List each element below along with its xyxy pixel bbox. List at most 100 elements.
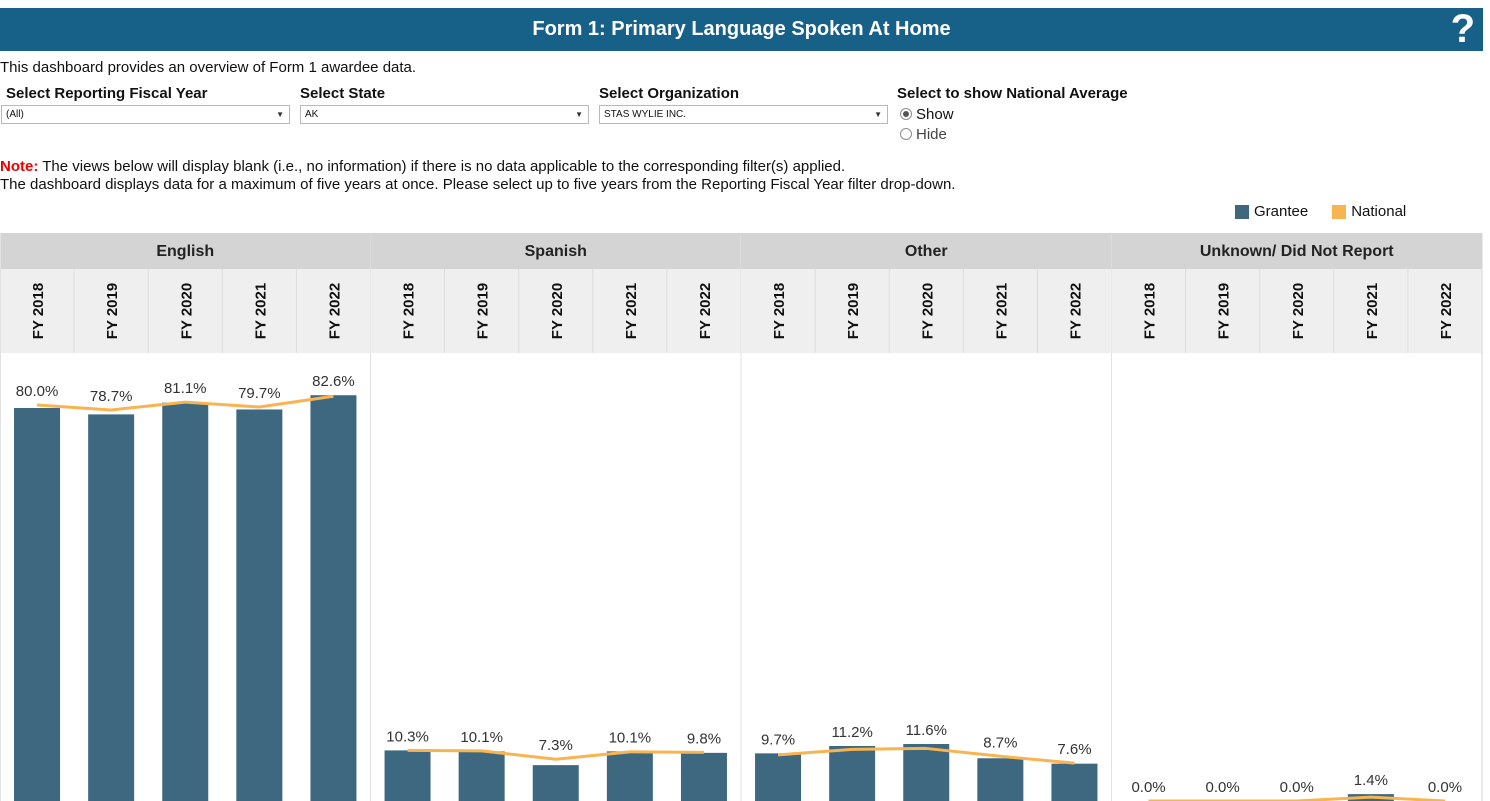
category-header-band — [370, 269, 741, 353]
data-label-other-fy-2019: 11.2% — [831, 724, 872, 741]
national-average-label: Select to show National Average — [897, 85, 1128, 102]
group-header-other — [741, 233, 1112, 269]
bar-spanish-fy-2018 — [384, 750, 431, 801]
bar-english-fy-2020 — [162, 402, 209, 801]
tick-label-spanish-fy-2021: FY 2021 — [623, 283, 640, 339]
bar-other-fy-2019 — [829, 745, 876, 801]
state-value: AK — [305, 109, 319, 120]
data-label-english-fy-2021: 79.7% — [238, 385, 281, 402]
bar-spanish-fy-2021 — [606, 751, 653, 801]
language-chart: English FY 2018 80.0% FY 2019 78.7% FY 2020 81… — [0, 233, 1483, 801]
legend-swatch-national — [1332, 204, 1347, 219]
national-average-filter: Select to show National Average Show Hid… — [891, 84, 1128, 144]
group-header-english — [0, 233, 371, 269]
tick-label-other-fy-2018: FY 2018 — [771, 283, 788, 339]
organization-label: Select Organization — [599, 85, 740, 102]
tick-label-unknown-did-not-report-fy-2018: FY 2018 — [1142, 283, 1159, 339]
data-label-spanish-fy-2019: 10.1% — [460, 729, 503, 746]
legend-item-national[interactable]: National — [1332, 203, 1406, 220]
tick-label-english-fy-2019: FY 2019 — [104, 283, 121, 339]
bar-other-fy-2018 — [755, 753, 802, 801]
tick-label-english-fy-2021: FY 2021 — [252, 283, 269, 339]
state-label: Select State — [300, 85, 386, 102]
tick-label-other-fy-2021: FY 2021 — [993, 283, 1010, 339]
data-label-english-fy-2020: 81.1% — [164, 380, 207, 397]
fiscal-year-value: (All) — [6, 109, 24, 120]
group-label-other: Other — [905, 243, 948, 260]
state-filter: Select State AK ▼ — [294, 84, 589, 124]
dashboard-description: This dashboard provides an overview of F… — [0, 59, 417, 76]
data-label-other-fy-2021: 8.7% — [983, 734, 1017, 751]
data-label-unknown-did-not-report-fy-2019: 0.0% — [1206, 779, 1240, 796]
data-label-spanish-fy-2022: 9.8% — [687, 730, 721, 747]
data-label-unknown-did-not-report-fy-2020: 0.0% — [1280, 779, 1314, 796]
tick-label-spanish-fy-2020: FY 2020 — [549, 283, 566, 339]
organization-select[interactable]: STAS WYLIE INC. ▼ — [599, 105, 888, 124]
bar-other-fy-2022 — [1051, 763, 1098, 801]
help-icon[interactable]: ? — [1450, 7, 1475, 51]
tick-label-other-fy-2019: FY 2019 — [845, 283, 862, 339]
radio-show-label: Show — [916, 105, 954, 123]
radio-selected-icon — [900, 108, 912, 120]
data-label-unknown-did-not-report-fy-2018: 0.0% — [1131, 779, 1165, 796]
national-line-other — [777, 746, 1075, 765]
tick-label-unknown-did-not-report-fy-2021: FY 2021 — [1364, 283, 1381, 339]
bar-other-fy-2021 — [977, 758, 1024, 801]
radio-show[interactable]: Show — [891, 104, 1128, 124]
fiscal-year-filter: Select Reporting Fiscal Year (All) ▼ — [0, 84, 290, 124]
data-label-other-fy-2018: 9.7% — [761, 731, 795, 748]
chevron-down-icon: ▼ — [276, 110, 284, 119]
legend-item-grantee[interactable]: Grantee — [1235, 203, 1308, 220]
bar-english-fy-2019 — [88, 414, 135, 801]
organization-value: STAS WYLIE INC. — [604, 109, 687, 120]
tick-label-spanish-fy-2022: FY 2022 — [697, 283, 714, 339]
chart-legend: Grantee National — [1235, 203, 1430, 220]
fiscal-year-select[interactable]: (All) ▼ — [1, 105, 290, 124]
radio-hide-label: Hide — [916, 125, 947, 143]
bar-spanish-fy-2022 — [680, 752, 727, 801]
national-line-unknown-did-not-report — [1148, 795, 1446, 801]
category-header-band — [1111, 269, 1482, 353]
bar-english-fy-2022 — [310, 395, 357, 801]
data-label-unknown-did-not-report-fy-2022: 0.0% — [1428, 779, 1462, 796]
tick-label-other-fy-2022: FY 2022 — [1067, 283, 1084, 339]
data-label-other-fy-2022: 7.6% — [1057, 741, 1091, 758]
data-label-spanish-fy-2020: 7.3% — [539, 737, 573, 754]
legend-swatch-grantee — [1235, 204, 1249, 219]
state-select[interactable]: AK ▼ — [300, 105, 589, 124]
tick-label-other-fy-2020: FY 2020 — [919, 283, 936, 339]
category-header-band — [0, 269, 371, 353]
group-label-english: English — [156, 243, 214, 260]
legend-label-grantee: Grantee — [1254, 203, 1309, 220]
note-line-1: The views below will display blank (i.e.… — [38, 158, 846, 175]
data-label-english-fy-2018: 80.0% — [16, 383, 59, 400]
tick-label-english-fy-2022: FY 2022 — [326, 283, 343, 339]
dashboard-header: Form 1: Primary Language Spoken At Home … — [0, 7, 1483, 51]
note-label: Note: — [0, 158, 39, 175]
data-label-other-fy-2020: 11.6% — [906, 722, 947, 739]
page-title: Form 1: Primary Language Spoken At Home — [532, 18, 951, 40]
bar-other-fy-2020 — [903, 744, 950, 801]
radio-hide[interactable]: Hide — [891, 124, 1128, 144]
national-line-spanish — [407, 748, 704, 761]
group-header-spanish — [370, 233, 741, 269]
tick-label-english-fy-2018: FY 2018 — [30, 283, 47, 339]
tick-label-spanish-fy-2018: FY 2018 — [401, 283, 418, 339]
national-line-english — [36, 394, 334, 412]
group-label-unknown-did-not-report: Unknown/ Did Not Report — [1200, 243, 1394, 260]
tick-label-unknown-did-not-report-fy-2019: FY 2019 — [1216, 283, 1233, 339]
chevron-down-icon: ▼ — [575, 110, 583, 119]
data-label-spanish-fy-2021: 10.1% — [609, 729, 652, 746]
data-label-spanish-fy-2018: 10.3% — [386, 728, 429, 745]
data-label-unknown-did-not-report-fy-2021: 1.4% — [1354, 772, 1388, 789]
bar-english-fy-2018 — [14, 408, 61, 801]
data-label-english-fy-2022: 82.6% — [312, 373, 355, 390]
note-line-2: The dashboard displays data for a maximu… — [0, 176, 956, 193]
tick-label-unknown-did-not-report-fy-2022: FY 2022 — [1438, 283, 1455, 339]
bar-spanish-fy-2020 — [532, 765, 579, 801]
tick-label-unknown-did-not-report-fy-2020: FY 2020 — [1290, 283, 1307, 339]
note-text: Note: The views below will display blank… — [0, 158, 955, 194]
group-label-spanish: Spanish — [525, 243, 587, 260]
legend-label-national: National — [1351, 203, 1407, 220]
organization-filter: Select Organization STAS WYLIE INC. ▼ — [593, 84, 888, 124]
